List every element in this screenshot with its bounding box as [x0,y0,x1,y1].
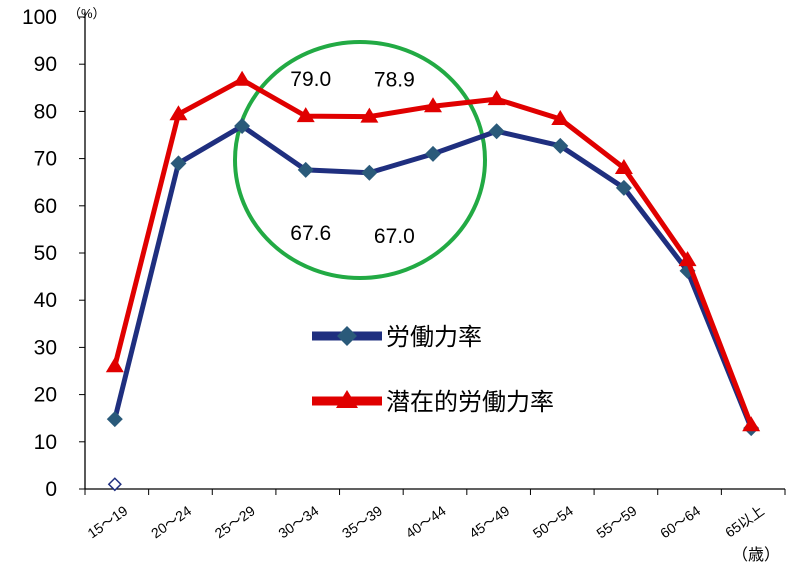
highlight-circle [233,40,487,280]
y-tick-label: 10 [34,431,57,454]
x-tick-label: 65以上 [722,502,767,540]
y-tick-label: 70 [34,148,57,171]
y-tick-label: 40 [34,289,57,312]
data-point-diamond [615,179,632,196]
data-point-diamond [234,118,251,135]
data-point-diamond [425,145,441,162]
series-line-0 [112,123,754,430]
y-tick-label: 30 [34,336,57,359]
y-tick-label: 60 [34,195,57,218]
data-point-triangle [169,105,188,121]
data-label: 79.0 [290,68,331,91]
data-point-diamond [170,155,187,172]
y-tick-label: 50 [34,242,57,265]
x-tick-label: 35～39 [339,502,385,541]
data-point-triangle [105,357,124,373]
data-point-triangle [424,97,442,113]
legend-label: 潜在的労働力率 [386,388,554,416]
legend-label: 労働力率 [386,323,482,351]
y-tick-label: 0 [45,478,57,501]
x-tick-label: 40～44 [403,502,449,541]
data-point-triangle [742,416,761,432]
data-point-diamond [106,411,123,428]
x-tick-label: 45～49 [466,502,512,541]
x-tick-label: 20～24 [148,502,194,541]
data-point-triangle [551,109,570,125]
data-point-diamond [488,123,505,140]
x-tick-label: 25～29 [212,502,258,541]
x-unit-label: （歳） [732,546,780,564]
legend-marker-triangle [336,390,358,408]
data-point-diamond [552,137,569,154]
y-tick-label: 100 [22,6,57,29]
x-tick-label: 30～34 [275,502,321,541]
y-tick-label: 20 [34,384,57,407]
data-point-triangle [487,90,506,106]
y-tick-label: 90 [34,53,57,76]
data-point-triangle [678,251,697,267]
data-point-triangle [296,107,315,123]
data-point-diamond [297,161,314,178]
data-point-triangle [360,107,379,123]
data-point-triangle [614,159,633,175]
data-label: 67.6 [290,222,331,245]
hollow-diamond-point [107,477,122,492]
legend-marker-diamond [337,326,357,346]
series-line-1 [112,77,754,427]
data-label: 67.0 [374,225,415,248]
y-unit-label: （%） [68,6,106,21]
x-tick-label: 15～19 [84,502,130,541]
x-tick-label: 50～54 [530,502,576,541]
x-tick-label: 60～64 [657,502,703,541]
data-point-diamond [361,164,378,181]
x-tick-label: 55～59 [593,502,639,541]
data-point-triangle [233,70,252,86]
data-label: 78.9 [374,69,415,92]
y-tick-label: 80 [34,100,57,123]
